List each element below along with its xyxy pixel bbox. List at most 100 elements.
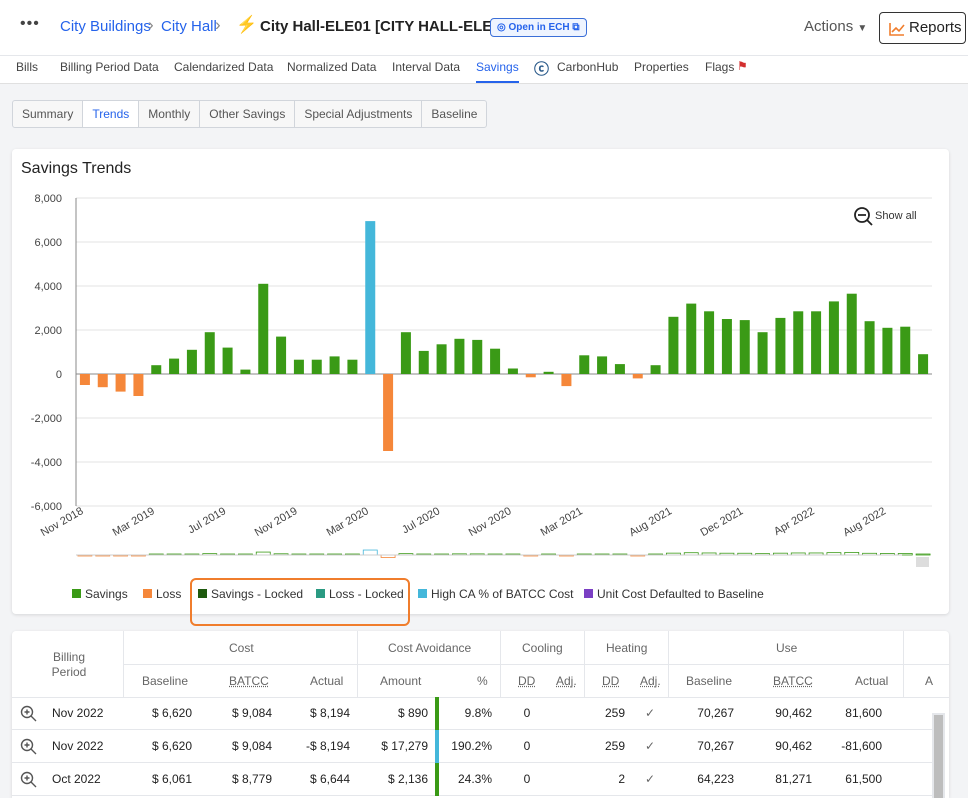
chart-bar xyxy=(204,332,215,374)
cell-hdd: 259 xyxy=(604,739,625,753)
zoom-in-icon[interactable] xyxy=(20,705,37,727)
tab-normalized-data[interactable]: Normalized Data xyxy=(287,60,377,74)
cell-hadj: ✓ xyxy=(644,739,656,753)
legend-unit-cost-defaulted[interactable]: Unit Cost Defaulted to Baseline xyxy=(584,587,764,601)
cell-pct: 190.2% xyxy=(451,739,492,753)
chart-bar xyxy=(400,332,411,374)
subtab-trends[interactable]: Trends xyxy=(83,101,140,127)
header-divider xyxy=(123,631,124,697)
scrollbar-thumb[interactable] xyxy=(934,715,943,798)
cell-cb: $ 6,620 xyxy=(151,739,192,753)
subtab-summary[interactable]: Summary xyxy=(13,101,84,127)
table-scrollbar[interactable] xyxy=(932,713,945,798)
legend-high-ca[interactable]: High CA % of BATCC Cost xyxy=(418,587,574,601)
open-in-ech-button[interactable]: ◎ Open in ECH ⧉ xyxy=(490,18,587,37)
open-in-ech-label: Open in ECH xyxy=(508,22,570,33)
chart-bar xyxy=(614,364,625,374)
carbonhub-icon: ⓒ xyxy=(534,61,550,78)
cell-hdd: 2 xyxy=(618,772,625,786)
col-group-cost-avoidance: Cost Avoidance xyxy=(388,641,472,655)
legend-loss-locked[interactable]: Loss - Locked xyxy=(316,587,404,601)
reports-button[interactable]: Reports xyxy=(879,12,966,44)
cell-ub: 64,223 xyxy=(697,772,734,786)
cell-ubatcc: 81,271 xyxy=(775,772,812,786)
y-tick-label: 4,000 xyxy=(34,281,62,293)
chart-bar xyxy=(472,339,483,374)
table-row[interactable]: Nov 2022 $ 6,620 $ 9,084 -$ 8,194 $ 17,279 19… xyxy=(12,730,932,763)
col-cost-actual: Actual xyxy=(310,674,344,688)
subtab-other-savings[interactable]: Other Savings xyxy=(200,101,296,127)
header-bar: ••• City Buildings › City Hall › ⚡ City … xyxy=(0,0,968,56)
breadcrumb-city-buildings[interactable]: City Buildings xyxy=(60,18,151,35)
col-heating-dd: DD xyxy=(602,674,620,688)
col-use-baseline: Baseline xyxy=(686,674,733,688)
chart-bar xyxy=(686,303,697,374)
cell-cdd: 0 xyxy=(523,739,531,753)
subtab-monthly[interactable]: Monthly xyxy=(139,101,201,127)
y-tick-label: -6,000 xyxy=(31,501,62,513)
x-tick-label: Jul 2020 xyxy=(400,505,442,536)
legend-loss[interactable]: Loss xyxy=(143,587,181,601)
chart-bar xyxy=(632,374,643,379)
col-use-batcc: BATCC xyxy=(773,674,813,688)
table-row[interactable]: Oct 2022 $ 6,061 $ 8,779 $ 6,644 $ 2,136 24.3… xyxy=(12,763,932,796)
actions-dropdown[interactable]: Actions ▼ xyxy=(804,18,867,35)
tab-savings[interactable]: Savings xyxy=(476,60,519,83)
tab-carbonhub[interactable]: CarbonHub xyxy=(557,60,619,74)
navigator-bar xyxy=(362,549,378,556)
cell-ub: 70,267 xyxy=(697,739,734,753)
x-tick-label: Mar 2020 xyxy=(325,505,371,539)
more-icon[interactable]: ••• xyxy=(20,15,40,32)
cell-cbatcc: $ 9,084 xyxy=(231,739,272,753)
chart-bar xyxy=(525,374,536,378)
breadcrumb-city-hall[interactable]: City Hall xyxy=(161,18,217,35)
table-row[interactable]: Nov 2022 $ 6,620 $ 9,084 $ 8,194 $ 890 9.8% 0 2… xyxy=(12,697,932,730)
tab-billing-period-data[interactable]: Billing Period Data xyxy=(60,60,159,74)
zoom-in-icon[interactable] xyxy=(20,738,37,760)
x-tick-label: Aug 2022 xyxy=(841,505,888,539)
chevron-right-icon: › xyxy=(215,15,221,34)
chart-title: Savings Trends xyxy=(21,160,132,177)
x-tick-label: Mar 2019 xyxy=(111,505,157,539)
x-tick-label: Aug 2021 xyxy=(627,505,674,539)
col-heating-adj: Adj. xyxy=(640,674,661,688)
page-title: City Hall-ELE01 [CITY HALL-ELE01] xyxy=(260,18,514,35)
cell-hdd: 259 xyxy=(604,706,625,720)
chart-bar xyxy=(668,316,679,374)
tab-calendarized-data[interactable]: Calendarized Data xyxy=(174,60,274,74)
chart-bar xyxy=(757,332,768,374)
zoom-in-icon[interactable] xyxy=(20,771,37,793)
cell-ca: -$ 8,194 xyxy=(305,739,350,753)
subtab-baseline[interactable]: Baseline xyxy=(431,107,478,121)
cell-cbatcc: $ 8,779 xyxy=(231,772,272,786)
tab-bills[interactable]: Bills xyxy=(16,60,39,74)
y-tick-label: 6,000 xyxy=(34,237,62,249)
main-tabs: Bills Billing Period Data Calendarized D… xyxy=(0,56,968,84)
savings-chart: 8,000 6,000 4,000 2,000 0 -2,000 -4,000 -6,000 N… xyxy=(31,193,932,567)
chart-bar xyxy=(543,371,554,374)
legend-swatch xyxy=(143,589,152,598)
legend-swatch xyxy=(418,589,427,598)
legend-savings[interactable]: Savings xyxy=(72,587,128,601)
chart-bar xyxy=(418,350,429,374)
caret-down-icon: ▼ xyxy=(857,23,868,34)
chart-bar xyxy=(561,374,572,387)
tab-interval-data[interactable]: Interval Data xyxy=(392,60,461,74)
cell-period: Nov 2022 xyxy=(52,739,104,753)
cell-hadj: ✓ xyxy=(644,706,656,720)
chart-bar xyxy=(775,317,786,374)
cell-ca: $ 6,644 xyxy=(309,772,350,786)
zoom-out-icon xyxy=(854,207,873,226)
locked-legend-highlight xyxy=(190,578,410,626)
show-all-button[interactable]: Show all xyxy=(853,206,917,226)
legend-savings-locked[interactable]: Savings - Locked xyxy=(198,587,303,601)
tab-flags[interactable]: Flags xyxy=(705,60,735,74)
cost-avoidance-indicator xyxy=(435,697,439,730)
cell-ua: -81,600 xyxy=(841,739,882,753)
chart-bar xyxy=(240,369,251,374)
legend-label: Loss xyxy=(156,587,182,601)
col-ca-percent: % xyxy=(477,674,488,688)
tab-properties[interactable]: Properties xyxy=(634,60,689,74)
subtab-special-adjustments[interactable]: Special Adjustments xyxy=(295,101,423,127)
col-cooling-adj: Adj. xyxy=(556,674,577,688)
